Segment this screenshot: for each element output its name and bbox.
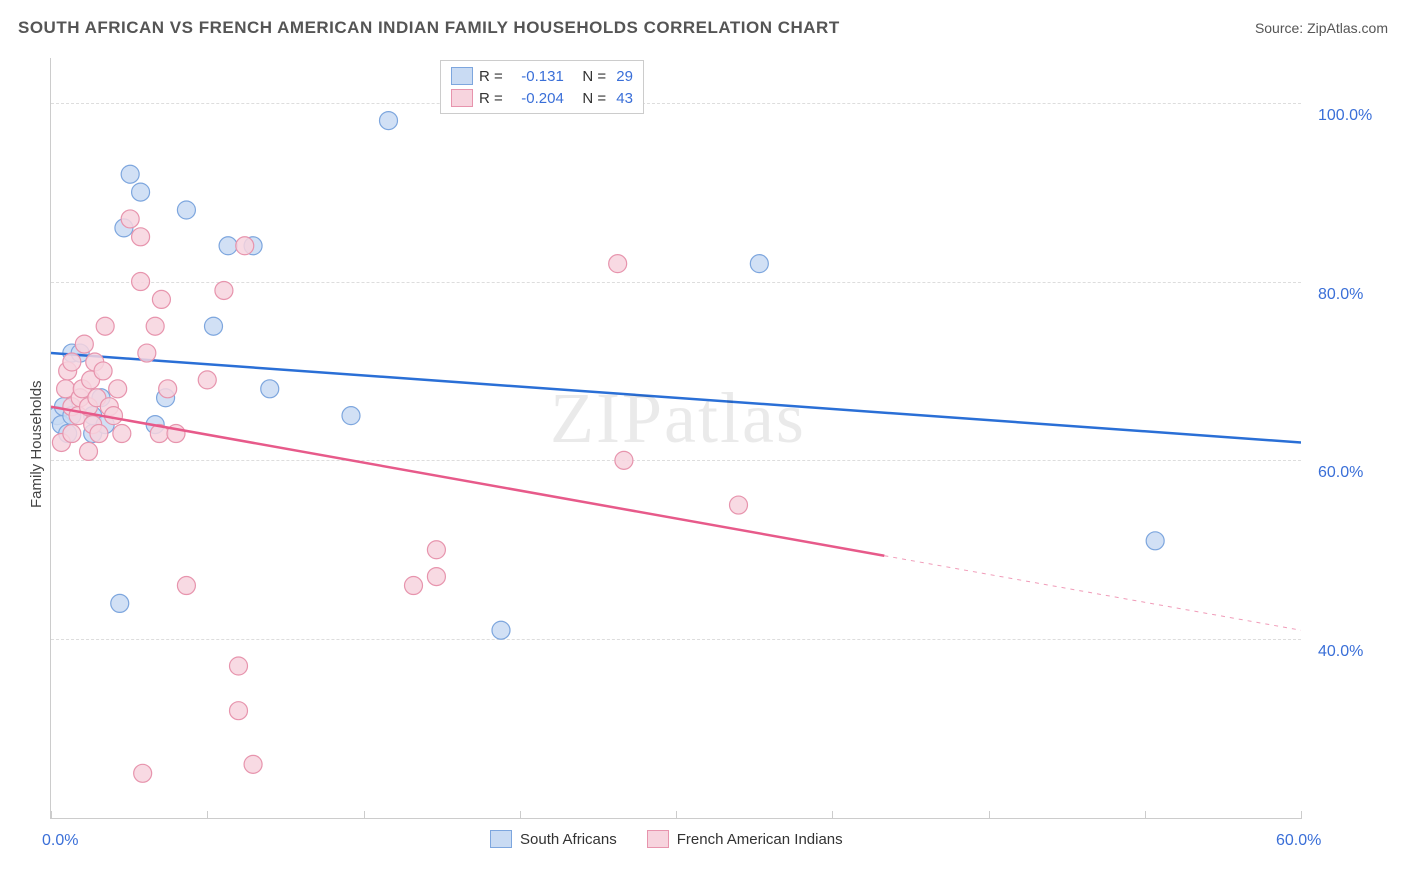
- y-tick-label: 60.0%: [1318, 464, 1363, 482]
- legend-r-value: -0.204: [513, 90, 564, 107]
- data-point: [198, 371, 216, 389]
- y-tick-label: 80.0%: [1318, 286, 1363, 304]
- data-point: [121, 210, 139, 228]
- data-point: [405, 577, 423, 595]
- y-axis-title: Family Households: [28, 380, 45, 508]
- data-point: [63, 425, 81, 443]
- data-point: [219, 237, 237, 255]
- trend-line-extrapolated: [884, 556, 1301, 631]
- plot-svg: [51, 58, 1301, 818]
- data-point: [80, 442, 98, 460]
- data-point: [63, 353, 81, 371]
- series-name: South Africans: [520, 831, 617, 848]
- x-tick-label: 60.0%: [1276, 832, 1321, 850]
- data-point: [134, 764, 152, 782]
- data-point: [109, 380, 127, 398]
- data-point: [230, 702, 248, 720]
- data-point: [90, 425, 108, 443]
- data-point: [244, 755, 262, 773]
- data-point: [146, 317, 164, 335]
- data-point: [609, 255, 627, 273]
- x-tick: [1301, 811, 1302, 819]
- legend-swatch: [490, 830, 512, 848]
- data-point: [113, 425, 131, 443]
- data-point: [132, 228, 150, 246]
- data-point: [94, 362, 112, 380]
- data-point: [1146, 532, 1164, 550]
- data-point: [111, 594, 129, 612]
- x-tick-label: 0.0%: [42, 832, 78, 850]
- legend-swatch: [451, 89, 473, 107]
- data-point: [615, 451, 633, 469]
- data-point: [492, 621, 510, 639]
- y-tick-label: 40.0%: [1318, 643, 1363, 661]
- data-point: [261, 380, 279, 398]
- data-point: [96, 317, 114, 335]
- series-legend-item: South Africans: [490, 830, 617, 848]
- correlation-legend: R = -0.131 N = 29R = -0.204 N = 43: [440, 60, 644, 114]
- legend-swatch: [647, 830, 669, 848]
- data-point: [75, 335, 93, 353]
- data-point: [152, 290, 170, 308]
- data-point: [177, 201, 195, 219]
- data-point: [132, 183, 150, 201]
- data-point: [215, 281, 233, 299]
- legend-r-value: -0.131: [513, 68, 564, 85]
- legend-row: R = -0.204 N = 43: [451, 87, 633, 109]
- data-point: [342, 407, 360, 425]
- data-point: [236, 237, 254, 255]
- legend-n-value: 29: [616, 68, 633, 85]
- trend-line: [51, 353, 1301, 442]
- data-point: [730, 496, 748, 514]
- series-name: French American Indians: [677, 831, 843, 848]
- data-point: [380, 112, 398, 130]
- legend-n-label: N =: [570, 68, 610, 85]
- data-point: [177, 577, 195, 595]
- data-point: [121, 165, 139, 183]
- y-tick-label: 100.0%: [1318, 107, 1372, 125]
- source-label: Source: ZipAtlas.com: [1255, 20, 1388, 36]
- legend-n-value: 43: [616, 90, 633, 107]
- data-point: [750, 255, 768, 273]
- legend-row: R = -0.131 N = 29: [451, 65, 633, 87]
- data-point: [138, 344, 156, 362]
- data-point: [230, 657, 248, 675]
- series-legend-item: French American Indians: [647, 830, 843, 848]
- plot-area: [50, 58, 1301, 819]
- header: SOUTH AFRICAN VS FRENCH AMERICAN INDIAN …: [18, 18, 1388, 38]
- data-point: [427, 541, 445, 559]
- trend-line: [51, 407, 884, 556]
- legend-r-label: R =: [479, 90, 507, 107]
- chart-title: SOUTH AFRICAN VS FRENCH AMERICAN INDIAN …: [18, 18, 840, 38]
- legend-r-label: R =: [479, 68, 507, 85]
- data-point: [159, 380, 177, 398]
- legend-n-label: N =: [570, 90, 610, 107]
- data-point: [132, 273, 150, 291]
- series-legend: South Africans French American Indians: [490, 830, 843, 848]
- data-point: [205, 317, 223, 335]
- data-point: [427, 568, 445, 586]
- legend-swatch: [451, 67, 473, 85]
